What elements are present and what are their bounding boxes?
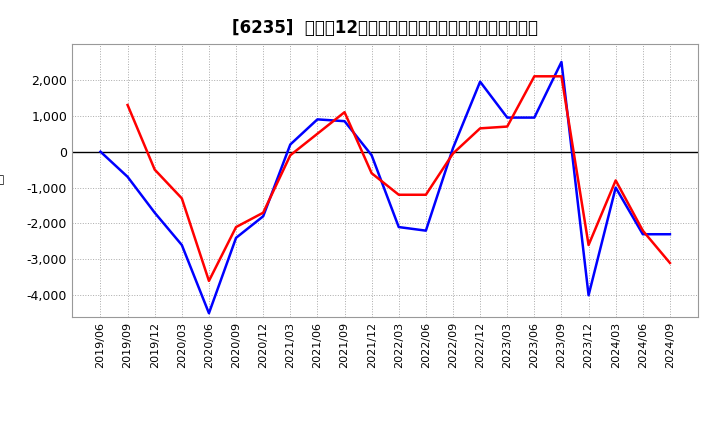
経常利益 xyxy=(530,115,539,120)
当期純利益 xyxy=(204,278,213,283)
経常利益 xyxy=(232,235,240,241)
当期純利益 xyxy=(584,242,593,248)
当期純利益 xyxy=(313,131,322,136)
当期純利益 xyxy=(150,167,159,172)
当期純利益 xyxy=(259,210,268,215)
当期純利益 xyxy=(611,178,620,183)
経常利益 xyxy=(123,174,132,180)
当期純利益 xyxy=(395,192,403,198)
経常利益 xyxy=(178,242,186,248)
当期純利益 xyxy=(367,171,376,176)
経常利益 xyxy=(611,185,620,190)
当期純利益 xyxy=(530,73,539,79)
経常利益 xyxy=(313,117,322,122)
経常利益 xyxy=(286,142,294,147)
当期純利益 xyxy=(665,260,674,266)
当期純利益 xyxy=(178,196,186,201)
経常利益 xyxy=(639,231,647,237)
当期純利益 xyxy=(421,192,430,198)
Y-axis label: （百万円）: （百万円） xyxy=(0,176,4,185)
Line: 経常利益: 経常利益 xyxy=(101,62,670,313)
経常利益 xyxy=(150,210,159,215)
経常利益 xyxy=(204,311,213,316)
当期純利益 xyxy=(123,103,132,108)
当期純利益 xyxy=(503,124,511,129)
当期純利益 xyxy=(476,126,485,131)
当期純利益 xyxy=(449,151,457,156)
経常利益 xyxy=(584,293,593,298)
経常利益 xyxy=(96,149,105,154)
当期純利益 xyxy=(639,228,647,233)
当期純利益 xyxy=(557,73,566,79)
経常利益 xyxy=(557,59,566,65)
経常利益 xyxy=(476,79,485,84)
経常利益 xyxy=(421,228,430,233)
経常利益 xyxy=(259,214,268,219)
経常利益 xyxy=(341,118,349,124)
経常利益 xyxy=(395,224,403,230)
経常利益 xyxy=(665,231,674,237)
経常利益 xyxy=(449,146,457,151)
Title: [6235]  利益の12か月移動合計の対前年同期増減額の推移: [6235] 利益の12か月移動合計の対前年同期増減額の推移 xyxy=(232,19,539,37)
当期純利益 xyxy=(232,224,240,230)
経常利益 xyxy=(503,115,511,120)
Line: 当期純利益: 当期純利益 xyxy=(127,76,670,281)
当期純利益 xyxy=(286,153,294,158)
当期純利益 xyxy=(341,110,349,115)
経常利益 xyxy=(367,153,376,158)
